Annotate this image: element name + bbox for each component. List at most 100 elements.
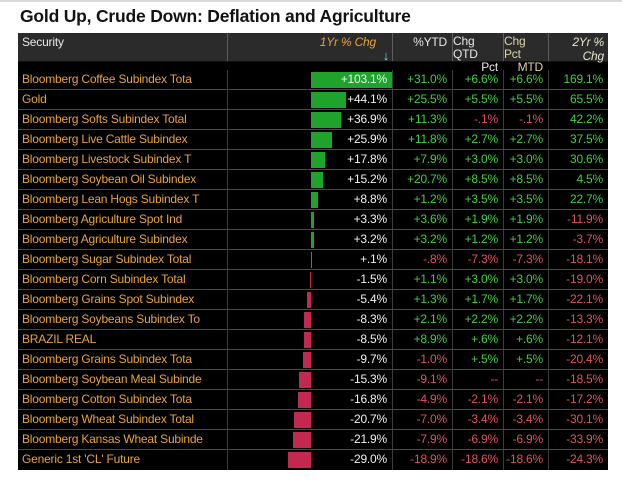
column-header-1yr-chg[interactable]: 1Yr % Chg ↓	[227, 33, 392, 62]
ytd-value: +20.7%	[392, 170, 452, 189]
negative-change-bar	[303, 351, 311, 368]
security-name: Bloomberg Soybeans Subindex To	[22, 312, 200, 326]
change-1yr-value: +25.9%	[347, 132, 387, 146]
change-1yr-value: -8.3%	[356, 312, 388, 326]
change-1yr-value: +8.8%	[353, 192, 388, 206]
security-name: Bloomberg Agriculture Subindex	[22, 232, 188, 246]
chg-qtd-value: +3.0%	[452, 150, 503, 169]
change-2yr-value: -18.1%	[548, 250, 608, 269]
table-row[interactable]: Bloomberg Soybean Oil Subindex +15.2% +20.…	[18, 170, 608, 190]
change-2yr-value: 37.5%	[548, 130, 608, 149]
change-1yr-cell: +17.8%	[227, 150, 392, 169]
chg-mtd-value: -3.4%	[503, 410, 548, 429]
change-1yr-cell: -20.7%	[227, 410, 392, 429]
chg-qtd-value: -.1%	[452, 110, 503, 129]
ytd-value: +11.3%	[392, 110, 452, 129]
table-row[interactable]: Bloomberg Cotton Subindex Tota -16.8% -4.9…	[18, 390, 608, 410]
column-header-ytd-label: %YTD	[413, 35, 447, 49]
security-name: Bloomberg Livestock Subindex T	[22, 152, 192, 166]
change-2yr-value: 4.5%	[548, 170, 608, 189]
positive-change-bar	[311, 211, 314, 228]
column-header-security[interactable]: Security	[18, 33, 227, 61]
chg-qtd-value: +8.5%	[452, 170, 503, 189]
chg-mtd-value: +2.7%	[503, 130, 548, 149]
chg-qtd-value: -7.3%	[452, 250, 503, 269]
negative-change-bar	[294, 411, 311, 428]
table-row[interactable]: Bloomberg Grains Spot Subindex -5.4% +1.3%…	[18, 290, 608, 310]
change-1yr-value: +3.2%	[353, 232, 388, 246]
chg-mtd-value: +3.0%	[503, 150, 548, 169]
change-1yr-cell: -5.4%	[227, 290, 392, 309]
change-1yr-cell: +36.9%	[227, 110, 392, 129]
table-row[interactable]: Bloomberg Agriculture Subindex +3.2% +3.2%…	[18, 230, 608, 250]
change-1yr-value: -9.7%	[356, 352, 388, 366]
chg-mtd-value: +.5%	[503, 350, 548, 369]
ytd-value: +8.9%	[392, 330, 452, 349]
table-row[interactable]: Bloomberg Livestock Subindex T +17.8% +7.9…	[18, 150, 608, 170]
column-header-ytd[interactable]: %YTD	[392, 33, 452, 61]
change-1yr-value: -15.3%	[350, 372, 387, 386]
security-name: Bloomberg Sugar Subindex Total	[22, 252, 192, 266]
positive-change-bar	[311, 171, 324, 188]
change-2yr-value: -30.1%	[548, 410, 608, 429]
chg-mtd-value: +1.7%	[503, 290, 548, 309]
chg-qtd-value: +1.7%	[452, 290, 503, 309]
column-header-1yr-chg-label: 1Yr % Chg	[319, 35, 376, 49]
change-1yr-value: +3.3%	[353, 212, 388, 226]
column-header-chg-qtd-line2: Pct	[481, 60, 498, 74]
table-row[interactable]: Bloomberg Corn Subindex Total -1.5% +1.1% +…	[18, 270, 608, 290]
change-1yr-cell: +25.9%	[227, 130, 392, 149]
table-row[interactable]: Generic 1st 'CL' Future -29.0% -18.9% -18.6…	[18, 450, 608, 470]
negative-change-bar	[297, 391, 311, 408]
change-1yr-value: +36.9%	[347, 112, 387, 126]
change-2yr-value: -13.3%	[548, 310, 608, 329]
chg-mtd-value: +5.5%	[503, 90, 548, 109]
change-1yr-value: +15.2%	[347, 172, 387, 186]
table-row[interactable]: Bloomberg Sugar Subindex Total +.1% -.8% -7…	[18, 250, 608, 270]
ytd-value: +7.9%	[392, 150, 452, 169]
change-1yr-cell: -9.7%	[227, 350, 392, 369]
change-1yr-value: -16.8%	[350, 392, 387, 406]
change-2yr-value: 65.5%	[548, 90, 608, 109]
chg-qtd-value: +1.2%	[452, 230, 503, 249]
change-1yr-cell: -29.0%	[227, 450, 392, 470]
positive-change-bar	[311, 91, 347, 108]
positive-change-bar	[311, 151, 326, 168]
table-row[interactable]: Bloomberg Kansas Wheat Subinde -21.9% -7.9…	[18, 430, 608, 450]
negative-change-bar	[304, 331, 311, 348]
table-header: Security 1Yr % Chg ↓ %YTD Chg QTD Pct Ch…	[18, 33, 608, 74]
chg-mtd-value: +1.9%	[503, 210, 548, 229]
ytd-value: +1.2%	[392, 190, 452, 209]
positive-change-bar	[311, 231, 314, 248]
positive-change-bar	[311, 71, 392, 88]
column-header-chg-qtd-pct[interactable]: Chg QTD Pct	[452, 33, 503, 74]
ytd-value: +31.0%	[392, 70, 452, 89]
terminal-table: Security 1Yr % Chg ↓ %YTD Chg QTD Pct Ch…	[18, 33, 608, 470]
table-row[interactable]: BRAZIL REAL -8.5% +8.9% +.6% +.6% -12.1%	[18, 330, 608, 350]
table-row[interactable]: Bloomberg Softs Subindex Total +36.9% +11.…	[18, 110, 608, 130]
table-row[interactable]: Bloomberg Wheat Subindex Total -20.7% -7.0…	[18, 410, 608, 430]
ytd-value: -7.0%	[392, 410, 452, 429]
change-2yr-value: -33.9%	[548, 430, 608, 449]
chg-mtd-value: -.1%	[503, 110, 548, 129]
table-row[interactable]: Bloomberg Grains Subindex Tota -9.7% -1.0%…	[18, 350, 608, 370]
change-1yr-value: +.1%	[360, 252, 387, 266]
column-header-chg-pct-mtd[interactable]: Chg Pct MTD	[503, 33, 548, 74]
table-row[interactable]: Bloomberg Soybean Meal Subinde -15.3% -9.1…	[18, 370, 608, 390]
ytd-value: +1.3%	[392, 290, 452, 309]
security-name: Bloomberg Agriculture Spot Ind	[22, 212, 183, 226]
table-row[interactable]: Gold +44.1% +25.5% +5.5% +5.5% 65.5%	[18, 90, 608, 110]
table-row[interactable]: Bloomberg Agriculture Spot Ind +3.3% +3.6%…	[18, 210, 608, 230]
security-name: Bloomberg Grains Subindex Tota	[22, 352, 192, 366]
security-name: Bloomberg Kansas Wheat Subinde	[22, 432, 203, 446]
change-2yr-value: -22.1%	[548, 290, 608, 309]
negative-change-bar	[309, 271, 311, 288]
table-row[interactable]: Bloomberg Live Cattle Subindex +25.9% +11.…	[18, 130, 608, 150]
table-row[interactable]: Bloomberg Soybeans Subindex To -8.3% +2.1%…	[18, 310, 608, 330]
table-row[interactable]: Bloomberg Coffee Subindex Tota +103.1% +31…	[18, 70, 608, 90]
table-row[interactable]: Bloomberg Lean Hogs Subindex T +8.8% +1.2%…	[18, 190, 608, 210]
header-gap	[18, 62, 608, 70]
change-2yr-value: -20.4%	[548, 350, 608, 369]
column-header-2yr-chg[interactable]: 2Yr % Chg	[548, 33, 608, 63]
chg-mtd-value: +.6%	[503, 330, 548, 349]
